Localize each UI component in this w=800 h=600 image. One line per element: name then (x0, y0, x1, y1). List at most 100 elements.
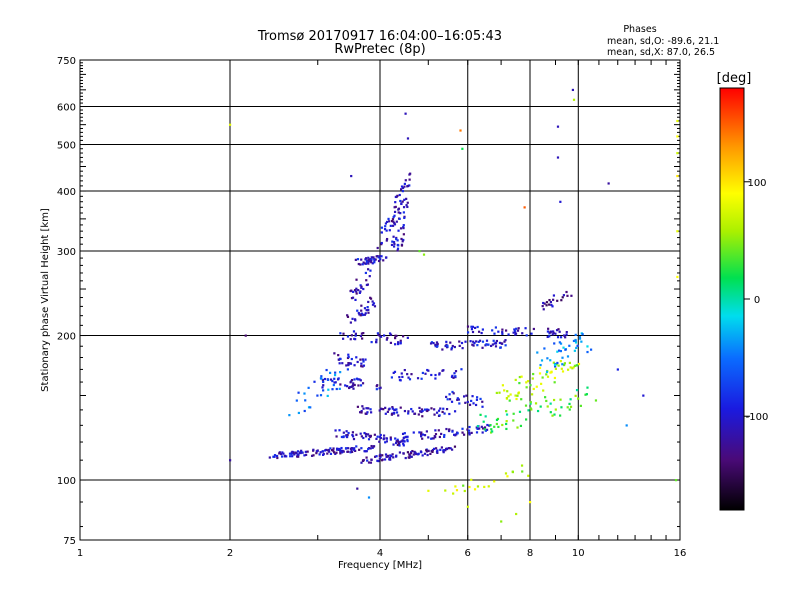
data-point (409, 452, 413, 455)
data-point (383, 228, 387, 231)
data-point (373, 433, 376, 436)
data-point (405, 204, 408, 207)
data-point (396, 443, 399, 447)
data-point (273, 454, 277, 457)
data-point (552, 331, 555, 334)
colorbar-tick-label: 100 (747, 178, 766, 189)
data-point (319, 451, 322, 454)
data-point (411, 449, 414, 453)
data-point (335, 387, 338, 391)
data-point (333, 373, 337, 377)
data-point (348, 386, 351, 390)
data-point (229, 123, 232, 126)
data-point (438, 435, 441, 439)
data-point (229, 459, 232, 462)
data-point (312, 454, 315, 457)
data-point (378, 435, 381, 439)
data-point (457, 398, 460, 401)
data-point (453, 372, 456, 375)
data-point (616, 368, 619, 371)
data-point (462, 484, 465, 487)
data-point (478, 427, 481, 430)
data-point (501, 423, 504, 427)
data-point (573, 349, 576, 352)
colorbar-tick-label: 0 (754, 295, 760, 306)
data-point (379, 386, 382, 389)
data-point (676, 152, 679, 155)
x-tick-label: 2 (227, 548, 233, 559)
data-point (436, 342, 439, 346)
data-point (509, 393, 512, 396)
data-point (572, 98, 576, 101)
data-point (306, 450, 309, 453)
data-point (355, 287, 358, 290)
data-point (360, 309, 363, 312)
data-point (339, 452, 342, 455)
data-point (563, 363, 566, 367)
data-point (375, 340, 378, 344)
data-point (534, 402, 538, 405)
data-point (329, 378, 333, 381)
data-point (364, 262, 367, 265)
data-point (350, 378, 354, 382)
data-point (396, 438, 399, 441)
data-point (527, 409, 530, 412)
data-point (360, 365, 363, 368)
data-point (481, 400, 484, 403)
data-point (420, 451, 423, 454)
data-point (350, 334, 353, 337)
data-point (388, 332, 392, 335)
data-point (481, 431, 484, 434)
data-point (354, 449, 357, 453)
data-point (538, 372, 542, 375)
data-point (339, 383, 342, 386)
data-point (369, 259, 373, 263)
data-point (586, 350, 589, 354)
data-point (491, 430, 494, 433)
data-point (361, 337, 364, 340)
data-point (444, 344, 447, 348)
data-point (568, 344, 571, 347)
data-point (353, 364, 356, 367)
data-point (479, 413, 482, 416)
data-point (594, 399, 598, 402)
data-point (403, 198, 406, 201)
data-point (389, 438, 392, 441)
data-point (367, 259, 370, 262)
data-point (461, 427, 464, 430)
data-point (561, 363, 564, 366)
data-point (405, 197, 408, 200)
data-point (557, 364, 560, 367)
data-point (369, 258, 372, 261)
data-point (367, 308, 370, 312)
data-point (472, 340, 475, 343)
data-point (508, 399, 511, 402)
data-point (328, 371, 332, 374)
data-point (322, 380, 325, 383)
data-point (555, 363, 558, 366)
data-point (545, 301, 549, 304)
data-point (341, 449, 344, 453)
data-point (450, 346, 453, 350)
data-point (276, 456, 279, 460)
data-point (546, 330, 550, 333)
data-point (350, 447, 354, 450)
data-point (397, 208, 400, 211)
data-point (555, 329, 559, 332)
data-point (501, 331, 504, 334)
data-point (432, 341, 435, 345)
data-point (432, 447, 436, 450)
y-tick-label: 400 (57, 187, 76, 198)
data-point (471, 325, 475, 328)
data-point (420, 377, 423, 380)
data-point (370, 411, 373, 414)
data-point (478, 339, 482, 342)
data-point (360, 304, 363, 307)
data-point (438, 372, 441, 375)
data-point (552, 361, 555, 364)
data-point (281, 451, 284, 454)
data-point (495, 339, 499, 343)
data-point (285, 455, 288, 458)
data-point (373, 455, 377, 458)
data-point (399, 227, 403, 230)
